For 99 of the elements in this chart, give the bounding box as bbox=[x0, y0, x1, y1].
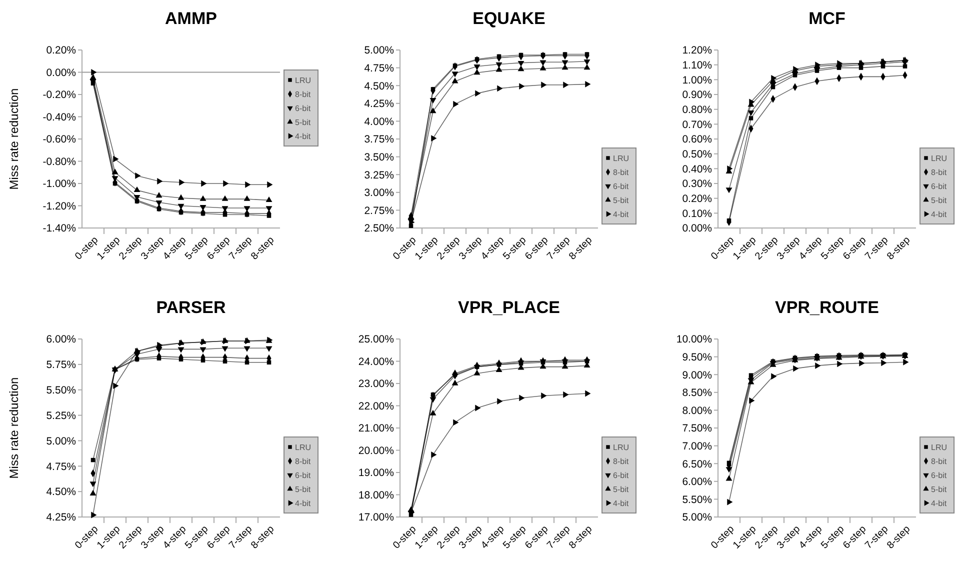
legend-label: 5-bit bbox=[931, 484, 948, 494]
y-tick-label: 2.50% bbox=[364, 222, 394, 235]
y-tick-label: 18.00% bbox=[358, 489, 394, 502]
y-tick-label: 9.00% bbox=[682, 369, 712, 382]
y-tick-label: 4.25% bbox=[46, 512, 76, 524]
y-tick-label: 3.75% bbox=[364, 134, 394, 146]
legend-label: 4-bit bbox=[931, 498, 948, 508]
y-tick-label: 6.00% bbox=[46, 334, 76, 346]
y-tick-label: 10.00% bbox=[676, 334, 712, 346]
y-tick-label: 23.00% bbox=[358, 378, 394, 390]
y-tick-label: 5.25% bbox=[46, 410, 76, 422]
y-tick-label: 1.00% bbox=[682, 74, 712, 86]
legend-label: 6-bit bbox=[613, 470, 630, 480]
y-tick-label: 5.00% bbox=[46, 435, 76, 448]
y-tick-label: -0.60% bbox=[42, 134, 76, 146]
y-tick-label: -0.80% bbox=[42, 156, 76, 168]
y-tick-label: 5.75% bbox=[46, 359, 76, 372]
y-tick-label: -0.20% bbox=[42, 89, 76, 102]
legend-label: LRU bbox=[295, 76, 312, 85]
legend-label: 4-bit bbox=[931, 210, 948, 219]
y-tick-label: 5.00% bbox=[682, 512, 712, 524]
y-tick-label: 4.75% bbox=[364, 62, 394, 74]
y-tick-label: -1.00% bbox=[42, 178, 76, 190]
y-tick-label: 5.50% bbox=[682, 494, 712, 506]
y-axis-title: Miss rate reduction bbox=[7, 377, 21, 479]
chart-title: MCF bbox=[808, 9, 846, 28]
y-tick-label: 0.00% bbox=[682, 222, 712, 235]
legend-label: LRU bbox=[613, 442, 630, 452]
legend-label: 4-bit bbox=[295, 132, 312, 141]
legend-label: 8-bit bbox=[931, 168, 948, 177]
y-tick-label: 25.00% bbox=[358, 334, 394, 346]
y-tick-label: 22.00% bbox=[358, 400, 394, 412]
y-tick-label: -0.40% bbox=[42, 111, 76, 124]
y-tick-label: 0.30% bbox=[682, 178, 712, 190]
y-tick-label: 1.20% bbox=[682, 44, 712, 57]
y-tick-label: 0.90% bbox=[682, 89, 712, 102]
legend-label: 4-bit bbox=[613, 210, 630, 219]
legend-label: 6-bit bbox=[613, 182, 630, 191]
chart-title: VPR_PLACE bbox=[458, 298, 560, 317]
y-tick-label: 4.25% bbox=[364, 98, 394, 110]
legend-label: 5-bit bbox=[613, 484, 630, 494]
legend-label: 5-bit bbox=[931, 196, 948, 205]
y-tick-label: 3.50% bbox=[364, 151, 394, 164]
y-tick-label: 1.10% bbox=[682, 60, 712, 72]
y-tick-label: 0.60% bbox=[682, 134, 712, 146]
legend-label: 6-bit bbox=[931, 182, 948, 191]
y-tick-label: 4.00% bbox=[364, 116, 394, 128]
y-tick-label: 0.10% bbox=[682, 208, 712, 220]
y-tick-label: 0.80% bbox=[682, 104, 712, 116]
legend-label: 4-bit bbox=[295, 498, 312, 508]
y-tick-label: 0.20% bbox=[682, 193, 712, 206]
legend-label: 8-bit bbox=[613, 456, 630, 466]
y-tick-label: 0.20% bbox=[46, 44, 76, 57]
y-tick-label: 4.75% bbox=[46, 460, 76, 473]
y-tick-label: 0.70% bbox=[682, 118, 712, 131]
legend-label: LRU bbox=[931, 154, 948, 163]
legend-label: 5-bit bbox=[295, 118, 312, 127]
y-tick-label: 0.00% bbox=[46, 66, 76, 79]
y-tick-label: 17.00% bbox=[358, 512, 394, 524]
y-tick-label: 8.00% bbox=[682, 404, 712, 417]
y-tick-label: 20.00% bbox=[358, 444, 394, 457]
y-tick-label: 8.50% bbox=[682, 387, 712, 400]
legend-label: 8-bit bbox=[931, 456, 948, 466]
chart-title: AMMP bbox=[165, 9, 217, 28]
y-tick-label: 7.00% bbox=[682, 440, 712, 452]
y-tick-label: 7.50% bbox=[682, 422, 712, 435]
y-tick-label: 2.75% bbox=[364, 204, 394, 217]
legend-label: 6-bit bbox=[295, 104, 312, 113]
y-tick-label: 6.50% bbox=[682, 458, 712, 470]
y-tick-label: 9.50% bbox=[682, 351, 712, 364]
chart-title: EQUAKE bbox=[472, 9, 546, 28]
y-tick-label: 0.40% bbox=[682, 163, 712, 176]
y-tick-label: -1.20% bbox=[42, 200, 76, 212]
chart-title: PARSER bbox=[156, 298, 226, 317]
y-tick-label: 4.50% bbox=[364, 80, 394, 92]
y-tick-label: 3.00% bbox=[364, 187, 394, 200]
legend-label: 8-bit bbox=[295, 90, 312, 99]
y-tick-label: 21.00% bbox=[358, 422, 394, 435]
legend-label: 6-bit bbox=[295, 470, 312, 480]
y-axis-title: Miss rate reduction bbox=[7, 88, 21, 190]
legend-label: LRU bbox=[295, 442, 312, 452]
legend-label: 5-bit bbox=[295, 484, 312, 494]
chart-title: VPR_ROUTE bbox=[775, 298, 879, 317]
legend-label: 8-bit bbox=[613, 168, 630, 177]
y-tick-label: 19.00% bbox=[358, 467, 394, 480]
y-tick-label: 6.00% bbox=[682, 476, 712, 488]
y-tick-label: 24.00% bbox=[358, 356, 394, 368]
legend-label: 4-bit bbox=[613, 498, 630, 508]
legend-label: 8-bit bbox=[295, 456, 312, 466]
y-tick-label: 3.25% bbox=[364, 169, 394, 182]
legend-label: 5-bit bbox=[613, 196, 630, 205]
y-tick-label: 4.50% bbox=[46, 486, 76, 498]
y-tick-label: 0.50% bbox=[682, 148, 712, 161]
legend-label: LRU bbox=[931, 442, 948, 452]
legend-label: 6-bit bbox=[931, 470, 948, 480]
legend-label: LRU bbox=[613, 154, 630, 163]
y-tick-label: -1.40% bbox=[42, 222, 76, 235]
y-tick-label: 5.50% bbox=[46, 384, 76, 397]
y-tick-label: 5.00% bbox=[364, 44, 394, 57]
